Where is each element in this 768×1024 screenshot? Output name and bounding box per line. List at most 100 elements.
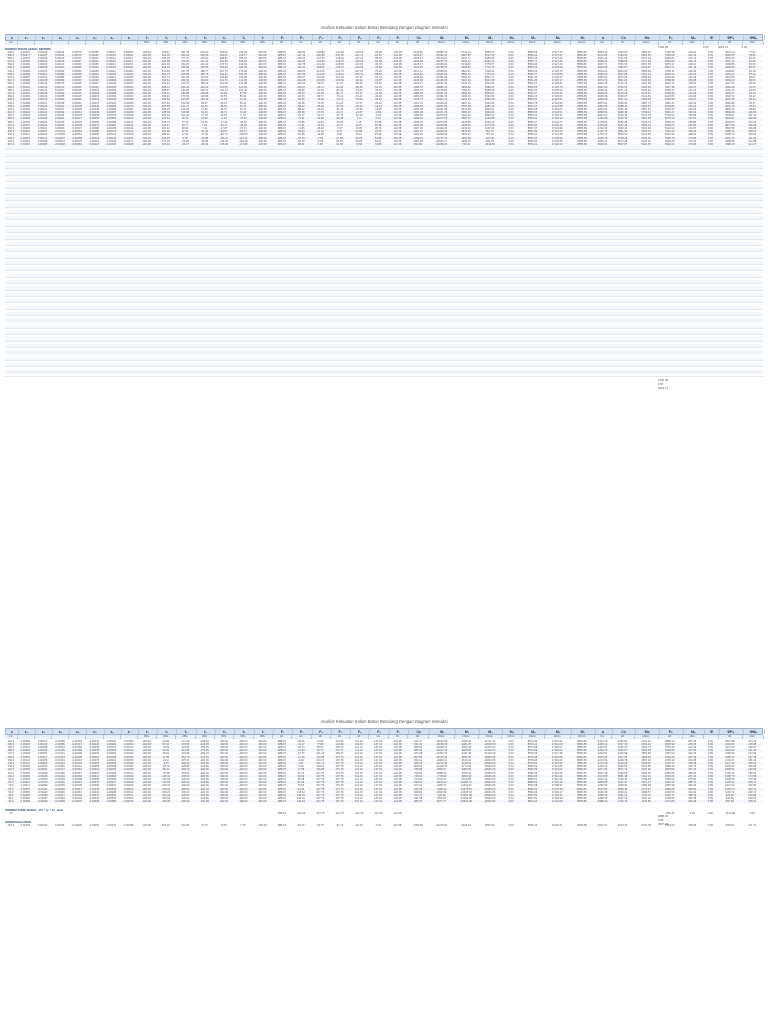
table-cell: -0.32 [375, 823, 382, 827]
table-cell: -133.88 [315, 50, 325, 54]
table-cell: -0.00039 [123, 88, 134, 92]
table-cell: 0.00307 [20, 123, 31, 127]
table-cell: -4933.94 [597, 88, 608, 92]
table-cell: kNmm [634, 41, 659, 45]
table-cell: -110.38 [393, 758, 402, 762]
table-cell: 330.03 [161, 56, 170, 60]
table-cell: -52.27 [316, 114, 324, 118]
table-row-filler [5, 292, 763, 297]
table-row-filler [5, 241, 763, 246]
table-cell: 0.00021 [106, 63, 116, 67]
table-cell: -400.00 [142, 790, 151, 794]
table-cell: -888.15 [277, 91, 286, 95]
table-cell: 8565.90 [527, 117, 538, 121]
table-cell: -10052.47 [460, 781, 472, 785]
table-cell: 590.0 [7, 53, 15, 57]
table-cell: 5686.06 [484, 88, 495, 92]
table-cell: 147.04 [374, 781, 383, 785]
table-cell: -51.45 [335, 107, 344, 111]
table-cell: 163.80 [181, 98, 190, 102]
table-cell: 17126.17 [551, 79, 563, 83]
table-cell: 0.00285 [20, 72, 31, 76]
table-cell: 0.00 [508, 784, 514, 788]
table-cell: -116.75 [335, 69, 344, 73]
table-cell: 251.54 [688, 768, 697, 772]
table-cell: -0.00002 [71, 104, 82, 108]
table-cell: -103.65 [315, 79, 325, 83]
table-cell: 0.00067 [72, 60, 82, 64]
table-cell: 5597.67 [617, 142, 628, 146]
table-cell: MPa [214, 735, 235, 739]
table-cell: 4400.00 [461, 95, 471, 99]
table-cell [703, 41, 719, 45]
table-cell: 5679.70 [665, 117, 675, 121]
table-cell: -37.73 [335, 114, 344, 118]
table-cell: 167.75 [316, 777, 325, 781]
table-cell: 0.00112 [55, 53, 65, 57]
table-cell: 167.75 [316, 800, 325, 804]
table-cell: 263.25 [181, 63, 190, 67]
table-cell: -748.22 [413, 774, 423, 778]
table-cell: -0.00282 [71, 774, 82, 778]
table-cell: 3952.85 [725, 101, 735, 105]
table-cell: 110.38 [393, 107, 402, 111]
table-cell: 17117.48 [551, 752, 563, 756]
table-cell: -400.00 [238, 800, 248, 804]
table-cell: 0.00123 [37, 111, 48, 115]
table-cell: -0.00335 [71, 784, 82, 788]
table-cell: 4582.55 [725, 53, 735, 57]
table-cell: 8563.40 [527, 98, 538, 102]
table-cell: 110.38 [393, 98, 402, 102]
table-cell: -12475.87 [460, 787, 472, 791]
table-cell: 95.57 [201, 101, 208, 105]
table-cell: 83.60 [749, 63, 756, 67]
table-cell: 3418.34 [617, 777, 628, 781]
table-cell: 1073.83 [665, 800, 675, 804]
table-cell: 258.95 [688, 771, 697, 775]
table-row-filler [5, 222, 763, 227]
table-cell: 36.37 [220, 107, 227, 111]
table-cell: 8561.06 [527, 76, 538, 79]
table-cell: 150.70 [335, 745, 344, 749]
table-cell: 17120.56 [551, 139, 563, 143]
table-cell: -8555.89 [576, 79, 587, 83]
table-cell: -49.48 [239, 123, 247, 127]
table-cell: -22.29 [200, 130, 209, 134]
table-cell: -400.00 [257, 88, 267, 92]
table-cell: 185.72 [748, 781, 757, 785]
table-cell: -400.00 [142, 60, 151, 64]
table-cell: 430.0 [7, 104, 15, 108]
table-cell: -842.42 [413, 758, 423, 762]
table-cell: -0.00312 [88, 768, 100, 772]
table-cell: -888.15 [277, 82, 286, 86]
table-cell: 147.04 [374, 742, 383, 746]
table-cell: -110.38 [393, 60, 402, 64]
table-cell: 6821.93 [617, 79, 628, 83]
table-cell: -32.55 [355, 107, 363, 111]
table-cell: -8555.89 [576, 123, 587, 127]
table-cell: 17113.16 [551, 771, 563, 775]
table-cell: 1356.45 [436, 797, 447, 801]
table-cell [103, 41, 121, 45]
table-cell: -107.82 [296, 72, 306, 76]
table-cell: -8555.89 [576, 114, 587, 118]
table-cell: -0.00080 [88, 127, 100, 130]
table-cell: 338.67 [161, 50, 170, 54]
table-cell: 0.65 [707, 142, 713, 146]
table-cell: 194.83 [181, 88, 190, 92]
table-row: 460.0 0.00295 0.00136 0.00058 0.00015 -0.0001… [5, 95, 763, 98]
table-cell: 0.65 [707, 66, 713, 70]
table-cell: 5846.27 [665, 111, 675, 115]
table-cell: 0.00344 [20, 758, 31, 762]
table-cell: 390.0 [7, 117, 15, 121]
table-cell: 6619.05 [617, 91, 628, 95]
table-cell: f₄ [196, 35, 217, 40]
table-cell: -400.00 [142, 98, 151, 102]
table-cell: 6875.17 [665, 63, 675, 67]
table-cell: 157.84 [688, 117, 697, 121]
table-cell: -400.00 [142, 101, 151, 105]
table-cell: -16.29 [355, 114, 363, 118]
table-cell: -888.15 [277, 742, 286, 746]
table-cell: 0.00277 [20, 53, 31, 57]
table-cell: 187.10 [485, 133, 494, 137]
